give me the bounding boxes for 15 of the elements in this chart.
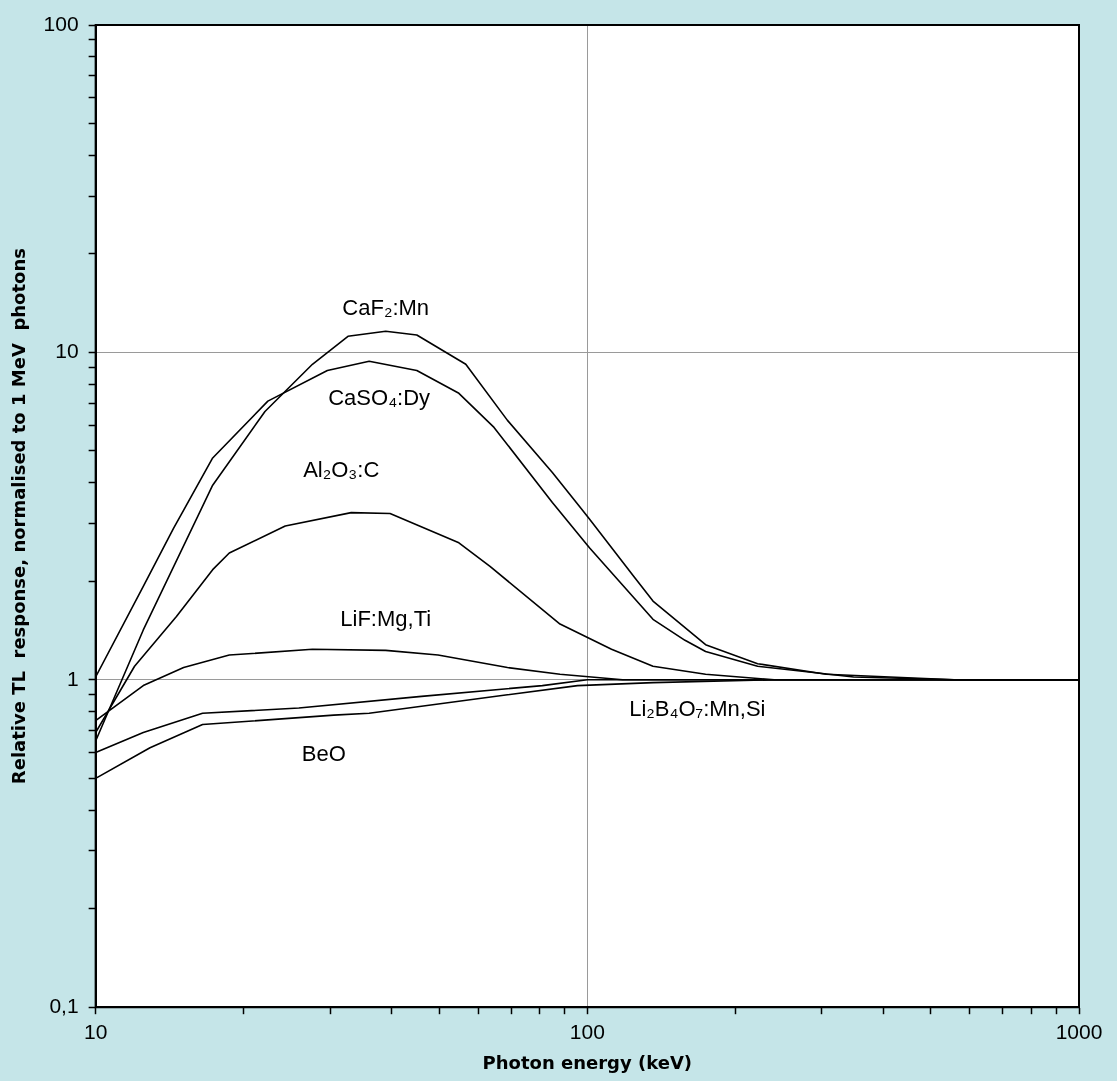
y-tick-label: 1 <box>66 666 79 690</box>
series-label: CaSO₄:Dy <box>328 385 431 411</box>
series-label: BeO <box>301 741 346 767</box>
series-label: LiF:Mg,Ti <box>340 606 432 632</box>
x-tick-label: 1000 <box>1055 1019 1103 1043</box>
series-label: Al₂O₃:C <box>303 456 380 482</box>
y-tick-label: 10 <box>55 339 79 363</box>
y-tick-label: 0,1 <box>49 994 79 1017</box>
x-tick-label: 10 <box>83 1019 108 1043</box>
series-label: CaF₂:Mn <box>342 295 430 321</box>
series-label: Li₂B₄O₇:Mn,Si <box>629 695 766 721</box>
y-tick-label: 100 <box>43 11 79 35</box>
x-tick-label: 100 <box>569 1019 605 1043</box>
x-axis-title: Photon energy (keV) <box>482 1051 693 1073</box>
y-axis-title: Relative TL response, normalised to 1 MeV photons <box>8 248 30 785</box>
